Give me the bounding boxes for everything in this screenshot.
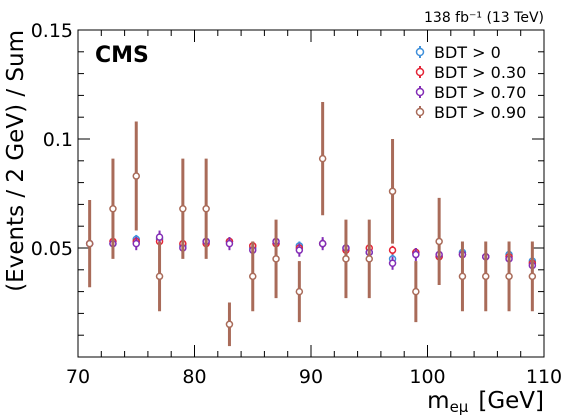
data-point (412, 287, 420, 296)
legend-marker (415, 67, 425, 77)
data-point (388, 246, 397, 254)
data-point (412, 250, 420, 259)
data-point (132, 172, 140, 180)
x-tick-label: 110 (526, 366, 562, 388)
data-point (342, 255, 350, 263)
data-point (225, 320, 234, 329)
x-axis-label-main: m (427, 388, 449, 414)
x-axis-label-unit: [GeV] (478, 388, 544, 414)
legend-label: BDT > 0.30 (434, 63, 526, 82)
data-point (132, 239, 140, 248)
data-point (435, 237, 443, 246)
data-marks (85, 101, 537, 347)
data-point (272, 255, 280, 263)
y-tick-label: 0.1 (43, 129, 73, 151)
data-point (249, 272, 257, 281)
data-point (318, 154, 327, 163)
legend-label: BDT > 0.70 (434, 83, 526, 102)
data-point (225, 239, 234, 248)
data-point (85, 239, 94, 248)
data-point (179, 205, 187, 213)
x-tick-label: 80 (182, 366, 206, 388)
legend-marker (415, 107, 425, 117)
data-point (155, 233, 164, 241)
data-point (482, 272, 490, 281)
data-point (202, 205, 210, 213)
data-point (295, 287, 304, 296)
y-axis-label: (Events / 2 GeV) / Sum (3, 30, 29, 292)
data-point (365, 255, 373, 263)
x-axis-label: meμ [GeV] (427, 388, 544, 416)
x-tick-label: 90 (299, 366, 323, 388)
y-tick-label: 0.05 (31, 238, 73, 260)
legend-label: BDT > 0 (434, 43, 501, 62)
legend-marker (415, 87, 425, 97)
data-point (318, 239, 327, 248)
axis-ticks: 70 80 90 100 110 0.05 0.1 0.15 (31, 20, 562, 388)
experiment-label: CMS (95, 43, 149, 68)
legend-label: BDT > 0.90 (434, 103, 526, 122)
data-point (155, 272, 164, 281)
data-point (388, 187, 397, 196)
x-tick-label: 70 (66, 366, 90, 388)
data-point (109, 205, 117, 213)
data-point (505, 272, 513, 281)
data-point (295, 246, 304, 254)
data-point (458, 272, 467, 281)
x-axis-label-sub: eμ (450, 398, 469, 416)
y-tick-label: 0.15 (31, 20, 73, 42)
data-point (528, 272, 537, 281)
legend-marker (415, 47, 425, 57)
data-point (388, 259, 397, 268)
lumi-label: 138 fb⁻¹ (13 TeV) (424, 10, 544, 26)
x-tick-label: 100 (409, 366, 445, 388)
